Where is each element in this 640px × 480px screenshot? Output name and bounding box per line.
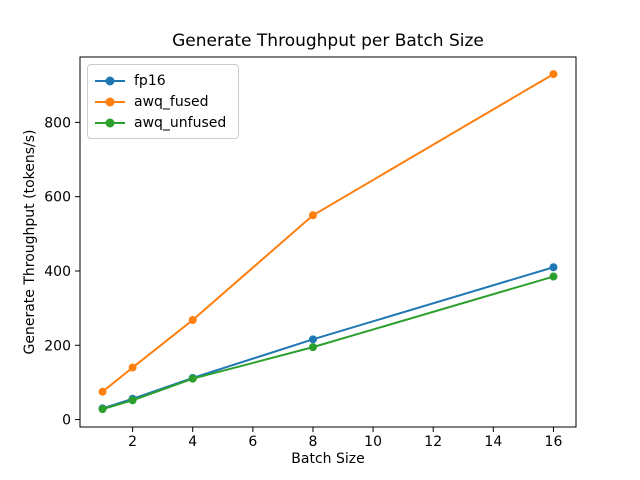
x-tick-label: 8 <box>309 434 318 450</box>
legend-swatch-fp16 <box>95 76 125 85</box>
series-point-awq_fused <box>98 387 107 396</box>
legend-label-awq_fused: awq_fused <box>134 93 209 110</box>
chart-title: Generate Throughput per Batch Size <box>172 31 484 51</box>
x-tick-label: 14 <box>484 434 502 450</box>
x-tick-label: 16 <box>545 434 563 450</box>
series-point-awq_fused <box>128 363 137 372</box>
series-point-awq_fused <box>549 70 558 79</box>
x-tick-label: 12 <box>424 434 442 450</box>
series-point-fp16 <box>308 335 317 344</box>
series-point-awq_unfused <box>188 374 197 383</box>
legend-item-fp16: fp16 <box>95 70 226 91</box>
legend-item-awq_unfused: awq_unfused <box>95 112 226 133</box>
series-point-awq_unfused <box>549 272 558 281</box>
y-tick-label: 200 <box>44 338 71 354</box>
legend-swatch-awq_unfused <box>95 118 125 127</box>
legend-label-fp16: fp16 <box>134 72 166 89</box>
series-point-awq_unfused <box>98 405 107 414</box>
series-point-awq_fused <box>188 316 197 325</box>
legend-label-awq_unfused: awq_unfused <box>134 114 227 131</box>
axes-spines <box>79 56 577 428</box>
series-point-awq_unfused <box>128 396 137 405</box>
y-axis-label: Generate Throughput (tokens/s) <box>22 129 38 355</box>
legend: fp16 awq_fused awq_unfused <box>87 64 240 139</box>
x-tick-label: 6 <box>248 434 257 450</box>
legend-swatch-awq_fused <box>95 97 125 106</box>
series-point-fp16 <box>549 263 558 272</box>
y-tick-label: 600 <box>44 190 71 206</box>
x-tick-label: 4 <box>188 434 197 450</box>
y-tick-label: 800 <box>44 115 71 131</box>
y-tick-label: 0 <box>62 413 71 429</box>
series-point-awq_fused <box>308 211 317 220</box>
x-tick-label: 10 <box>364 434 382 450</box>
series-point-awq_unfused <box>308 343 317 352</box>
x-axis-label: Batch Size <box>291 451 365 467</box>
y-tick-label: 400 <box>44 264 71 280</box>
legend-item-awq_fused: awq_fused <box>95 91 226 112</box>
series-line-awq_unfused <box>101 275 555 411</box>
x-tick-label: 2 <box>128 434 137 450</box>
